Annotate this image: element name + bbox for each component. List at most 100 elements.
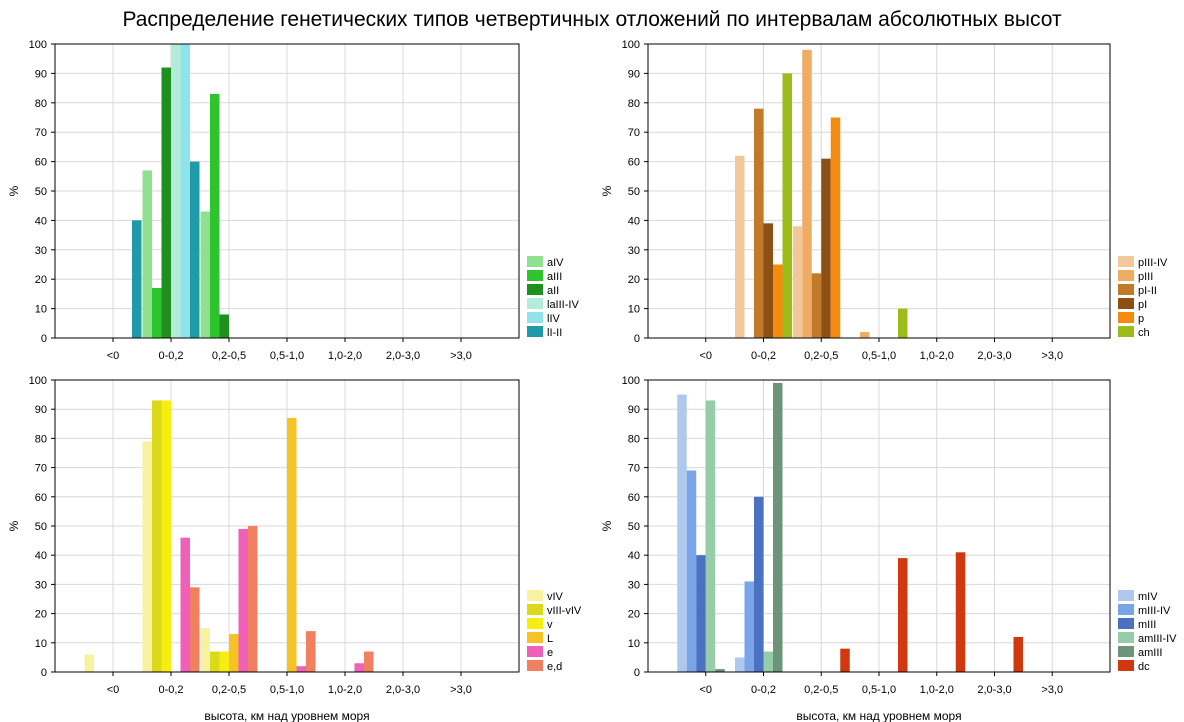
bar-lIV [180, 44, 190, 338]
legend-label: e,d [547, 661, 562, 673]
legend-swatch [527, 632, 543, 643]
y-tick-label: 50 [35, 186, 47, 198]
x-tick-label: 0-0,2 [751, 350, 776, 362]
legend-swatch [1118, 632, 1134, 643]
bar-mIII-IV [686, 470, 697, 672]
legend-label: pIII-IV [1138, 257, 1168, 269]
legend-label: amIII [1138, 647, 1162, 659]
bar-lI-II [190, 161, 200, 338]
bar-ch [782, 73, 792, 339]
legend-swatch [1118, 312, 1134, 323]
y-tick-label: 10 [628, 638, 640, 650]
bar-dc [955, 552, 966, 672]
legend-swatch [1118, 646, 1134, 657]
bar-amIII-IV [763, 651, 773, 672]
x-tick-label: >3,0 [1041, 684, 1063, 696]
bar-pIII [860, 332, 870, 338]
bar-aIV [142, 170, 152, 338]
legend-swatch [1118, 256, 1134, 267]
y-axis-label: % [600, 185, 614, 196]
bar-pI-II [811, 273, 822, 338]
y-tick-label: 50 [35, 521, 47, 533]
bar-lI-II [132, 220, 142, 338]
y-tick-label: 80 [35, 433, 47, 445]
y-tick-label: 50 [628, 521, 640, 533]
bar-ch [898, 308, 908, 338]
bar-e,d [190, 587, 200, 672]
y-tick-label: 20 [628, 274, 640, 286]
legend-label: ch [1138, 327, 1150, 339]
bar-amIII-IV [705, 400, 716, 672]
bar-laIII-IV [171, 44, 181, 338]
y-tick-label: 60 [628, 157, 640, 169]
x-tick-label: 2,0-3,0 [386, 684, 420, 696]
x-tick-label: 2,0-3,0 [977, 684, 1011, 696]
bar-dc [840, 648, 850, 672]
bar-mIV [677, 394, 687, 672]
bar-e [296, 666, 306, 672]
bar-dc [1013, 636, 1023, 672]
bar-e [354, 663, 364, 672]
bar-pIII-IV [792, 226, 803, 338]
y-axis-label: % [7, 185, 21, 196]
x-tick-label: 0,5-1,0 [270, 684, 304, 696]
bar-vIV [84, 654, 94, 672]
y-tick-label: 20 [35, 609, 47, 621]
legend-swatch [1118, 284, 1134, 295]
legend-swatch [527, 312, 543, 323]
legend-label: vIII-vIV [547, 605, 582, 617]
x-tick-label: >3,0 [1041, 350, 1063, 362]
bar-aII [219, 314, 229, 338]
y-tick-label: 60 [35, 157, 47, 169]
x-tick-label: <0 [699, 684, 712, 696]
chart-panel-1: 0 10 20 30 40 50 60 70 80 90 100 <0 0-0,2 0,2-0,5 0,5-… [7, 39, 579, 362]
y-tick-label: 20 [35, 274, 47, 286]
y-tick-label: 40 [628, 215, 640, 227]
legend-label: lI-II [547, 327, 562, 339]
legend-label: e [547, 647, 553, 659]
bar-e [238, 528, 248, 672]
x-tick-label: 0-0,2 [751, 684, 776, 696]
legend-swatch [1118, 590, 1134, 601]
bar-vIII-vIV [210, 651, 220, 672]
chart-panel-2: 0 10 20 30 40 50 60 70 80 90 100 <0 0-0,2 0,2-0,5 0,5-… [600, 39, 1168, 362]
chart-panel-3: 0 10 20 30 40 50 60 70 80 90 100 <0 0-0,2 0,2-0,5 0,5-… [7, 375, 582, 722]
bar-aII [161, 67, 171, 339]
legend-label: mIII-IV [1138, 605, 1171, 617]
legend-swatch [1118, 604, 1134, 615]
bar-aIV [200, 211, 210, 338]
legend: pIII-IV pIII pI-II pI p ch [1118, 256, 1168, 339]
figure-title: Распределение генетических типов четверт… [122, 8, 1062, 31]
y-tick-label: 80 [628, 433, 640, 445]
y-tick-label: 30 [628, 245, 640, 257]
y-tick-label: 30 [35, 245, 47, 257]
legend-swatch [1118, 326, 1134, 337]
legend-label: dc [1138, 661, 1150, 673]
y-tick-label: 70 [35, 463, 47, 475]
x-tick-label: 0,5-1,0 [270, 350, 304, 362]
y-tick-label: 90 [35, 68, 47, 80]
y-tick-label: 70 [35, 127, 47, 139]
chart-panel-4: 0 10 20 30 40 50 60 70 80 90 100 <0 0-0,2 0,2-0,5 0,5-… [600, 375, 1177, 722]
y-tick-label: 0 [634, 667, 640, 679]
legend-label: pI [1138, 299, 1147, 311]
bar-pIII [802, 49, 812, 338]
y-tick-label: 0 [41, 667, 47, 679]
y-tick-label: 90 [628, 68, 640, 80]
legend-swatch [527, 590, 543, 601]
y-tick-label: 100 [29, 39, 47, 51]
x-tick-label: >3,0 [450, 684, 472, 696]
y-tick-label: 100 [622, 375, 640, 387]
y-tick-label: 100 [622, 39, 640, 51]
bar-e [180, 537, 190, 672]
y-tick-label: 70 [628, 127, 640, 139]
bar-v [219, 651, 229, 672]
legend-label: mIV [1138, 591, 1158, 603]
x-tick-label: <0 [107, 684, 120, 696]
legend-label: aIII [547, 271, 562, 283]
x-axis-label: высота, км над уровнем моря [796, 709, 961, 722]
bar-vIV [142, 441, 152, 672]
legend-swatch [527, 618, 543, 629]
legend-label: pIII [1138, 271, 1153, 283]
